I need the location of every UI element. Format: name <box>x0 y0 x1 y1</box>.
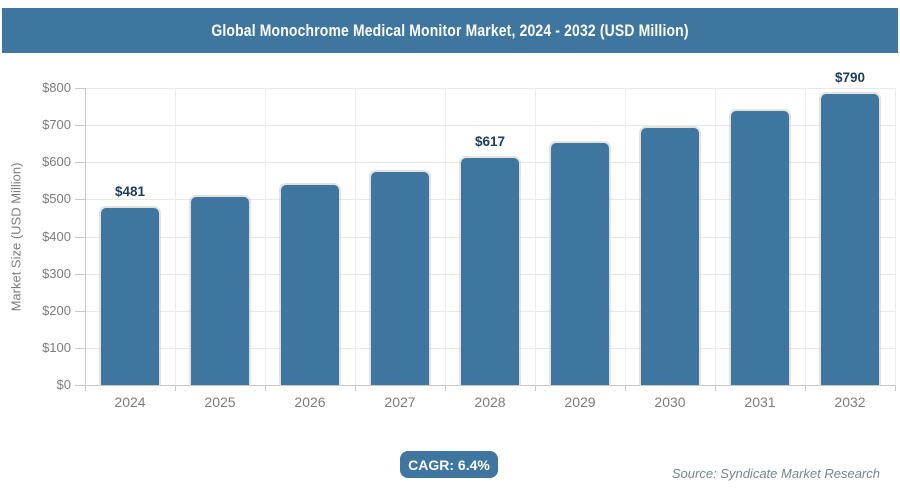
gridline-vertical <box>535 88 536 385</box>
chart-title-bar: Global Monochrome Medical Monitor Market… <box>2 8 898 53</box>
gridline-vertical <box>445 88 446 385</box>
bar-2029 <box>549 141 611 385</box>
source-attribution: Source: Syndicate Market Research <box>671 466 880 481</box>
y-tick-mark <box>75 199 85 201</box>
cagr-label: CAGR: 6.4% <box>408 456 490 473</box>
x-tick-mark <box>625 385 626 391</box>
y-axis-line <box>85 88 86 391</box>
x-tick-label: 2031 <box>744 394 776 410</box>
x-tick-label: 2032 <box>834 394 866 410</box>
y-tick-label: $0 <box>56 377 71 392</box>
gridline-vertical <box>355 88 356 385</box>
gridline-vertical <box>805 88 806 385</box>
y-tick-label: $600 <box>42 154 71 170</box>
bar-2030 <box>639 125 701 385</box>
x-tick-mark <box>535 385 536 391</box>
gridline-horizontal <box>85 88 895 89</box>
gridline-horizontal <box>85 125 895 127</box>
x-tick-label: 2026 <box>294 394 326 410</box>
x-tick-mark <box>85 385 86 391</box>
x-tick-mark <box>355 385 356 391</box>
y-tick-mark <box>75 385 85 386</box>
x-tick-label: 2027 <box>384 394 416 410</box>
bar-2027 <box>369 170 431 385</box>
y-tick-label: $300 <box>42 265 71 281</box>
y-tick-label: $500 <box>42 191 71 207</box>
y-tick-mark <box>75 273 85 275</box>
bar-2026 <box>279 182 341 385</box>
y-tick-mark <box>75 347 85 349</box>
x-tick-mark <box>175 385 176 391</box>
bar-value-label: $617 <box>474 133 506 149</box>
bar-value-label: $481 <box>114 184 146 200</box>
y-tick-mark <box>75 236 85 238</box>
x-tick-label: 2025 <box>204 394 236 410</box>
bar-value-label: $790 <box>834 69 866 85</box>
bar-2032 <box>819 91 881 385</box>
x-tick-mark <box>805 385 806 391</box>
y-tick-label: $100 <box>42 339 71 355</box>
x-tick-label: 2030 <box>654 394 686 410</box>
y-tick-mark <box>75 125 85 127</box>
y-tick-label: $400 <box>42 228 71 244</box>
x-tick-mark <box>445 385 446 391</box>
y-tick-label: $700 <box>42 117 71 133</box>
gridline-vertical <box>175 88 176 385</box>
x-tick-mark <box>715 385 716 391</box>
bar-2031 <box>729 109 791 385</box>
y-tick-mark <box>75 310 85 312</box>
gridline-vertical <box>265 88 266 385</box>
y-tick-label: $200 <box>42 302 71 318</box>
gridline-vertical <box>625 88 626 385</box>
gridline-vertical <box>715 88 716 385</box>
gridline-vertical <box>895 88 896 385</box>
x-tick-label: 2024 <box>114 394 146 410</box>
bar-2025 <box>189 194 251 385</box>
chart-title: Global Monochrome Medical Monitor Market… <box>211 20 689 40</box>
x-tick-label: 2029 <box>564 394 596 410</box>
x-axis-line <box>85 385 895 386</box>
x-tick-label: 2028 <box>474 394 506 410</box>
y-tick-mark <box>75 162 85 164</box>
x-tick-mark <box>895 385 896 391</box>
y-tick-mark <box>75 88 85 89</box>
bar-2024 <box>99 206 161 385</box>
x-tick-mark <box>265 385 266 391</box>
y-tick-label: $800 <box>42 80 71 95</box>
cagr-badge: CAGR: 6.4% <box>400 451 498 478</box>
bar-2028 <box>459 155 521 385</box>
